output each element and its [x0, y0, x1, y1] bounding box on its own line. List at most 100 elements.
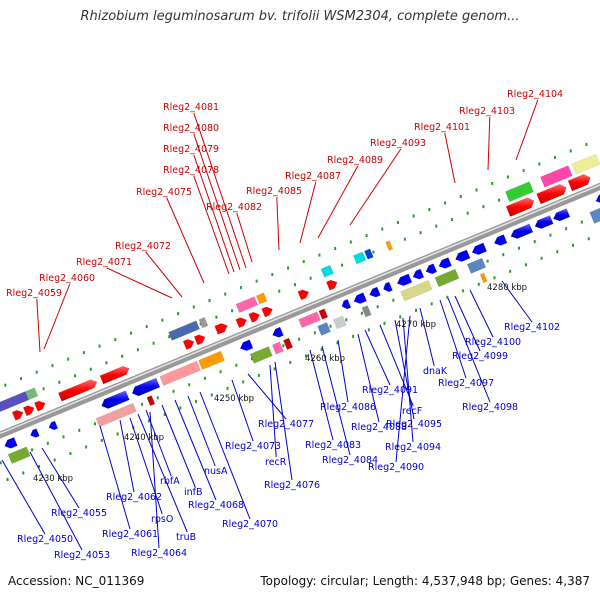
leader-line [247, 373, 287, 420]
tick-mark [239, 286, 242, 290]
gene-label: Rleg2_4084 [322, 455, 378, 466]
tick-mark [430, 302, 433, 306]
tick-mark [38, 464, 41, 468]
leader-line [274, 361, 293, 481]
leader-line [166, 197, 205, 284]
tick-mark [446, 295, 449, 299]
leader-line [269, 364, 277, 458]
kbp-label: 4270 kbp [396, 320, 436, 330]
tick-mark [278, 289, 281, 293]
tick-mark [224, 292, 227, 296]
gene-feature [352, 251, 367, 265]
tick-mark [383, 321, 386, 325]
tick-mark [105, 361, 108, 365]
map-title: Rhizobium leguminosarum bv. trifolii WSM… [80, 9, 520, 24]
leader-line [149, 411, 160, 549]
tick-mark [67, 357, 70, 361]
leader-line [501, 280, 533, 323]
gene-label: Rleg2_4093 [370, 138, 426, 149]
leader-line [357, 333, 380, 423]
gene-label: Rleg2_4101 [414, 122, 470, 133]
leader-line [199, 391, 251, 520]
tick-mark [273, 367, 276, 371]
tick-mark [320, 347, 323, 351]
tick-mark [462, 289, 465, 293]
leader-line [419, 307, 435, 367]
gene-feature [318, 308, 329, 320]
tick-mark [93, 422, 96, 426]
leader-line [447, 297, 491, 403]
tick-mark [226, 386, 229, 390]
tick-mark [349, 240, 352, 244]
leader-line [379, 324, 414, 407]
tick-mark [318, 253, 321, 257]
leader-line [349, 148, 402, 226]
tick-mark [0, 461, 2, 465]
gene-feature [235, 317, 248, 329]
kbp-label: 4260 kbp [305, 354, 345, 364]
tick-mark [58, 380, 61, 384]
gene-feature [571, 153, 600, 175]
tick-mark [450, 218, 453, 222]
gene-label: Rleg2_4055 [51, 508, 107, 519]
tick-mark [179, 406, 182, 410]
gene-feature [534, 215, 554, 229]
tick-mark [540, 256, 543, 260]
backbone-line [0, 182, 600, 439]
tick-mark [168, 335, 171, 339]
gene-label: Rleg2_4053 [54, 550, 110, 561]
gene-label: Rleg2_4089 [327, 155, 383, 166]
kbp-tick-labels: 4230 kbp 4240 kbp 4250 kbp 4260 kbp 4270 kbp… [33, 283, 527, 484]
gene-feature [400, 279, 433, 302]
gene-feature [131, 377, 161, 397]
gene-feature [271, 341, 284, 355]
gene-label: Rleg2_4094 [385, 442, 441, 453]
label-leader-lines [1, 99, 539, 551]
tick-mark [466, 211, 469, 215]
gene-feature [493, 234, 508, 246]
gene-feature [320, 264, 334, 278]
tick-mark [192, 305, 195, 309]
kbp-label: 4250 kbp [214, 394, 254, 404]
gene-feature [479, 272, 488, 284]
gene-feature [385, 240, 394, 251]
gene-label: Rleg2_4060 [39, 273, 95, 284]
gene-feature [272, 326, 284, 338]
tick-mark [172, 389, 175, 393]
tick-mark [309, 276, 312, 280]
tick-mark [271, 273, 274, 277]
tick-mark [147, 419, 150, 423]
tick-mark [498, 198, 501, 202]
leader-line [469, 289, 494, 338]
tick-mark [51, 364, 54, 368]
tick-mark [556, 250, 559, 254]
gene-feature [510, 223, 534, 239]
tick-mark [121, 354, 124, 358]
gene-label: nusA [204, 466, 228, 477]
gene-feature [434, 268, 460, 288]
tick-mark [367, 328, 370, 332]
tick-mark [412, 214, 415, 218]
tick-mark [46, 441, 49, 445]
tick-mark [392, 298, 395, 302]
tick-mark [282, 344, 285, 348]
tick-mark [195, 399, 198, 403]
tick-mark [506, 175, 509, 179]
tick-mark [210, 393, 213, 397]
tick-mark [74, 374, 77, 378]
tick-mark [518, 246, 521, 250]
tick-mark [482, 205, 485, 209]
leader-line [515, 99, 539, 161]
gene-label: dnaK [423, 366, 448, 377]
tick-mark [116, 432, 119, 436]
tick-mark [305, 354, 308, 358]
tick-mark [509, 269, 512, 273]
kbp-label: 4230 kbp [33, 474, 73, 484]
leader-line [193, 175, 230, 275]
gene-feature [283, 337, 294, 350]
gene-label: Rleg2_4091 [362, 385, 418, 396]
tick-mark [177, 312, 180, 316]
tick-mark [580, 220, 583, 224]
tick-mark [522, 168, 525, 172]
